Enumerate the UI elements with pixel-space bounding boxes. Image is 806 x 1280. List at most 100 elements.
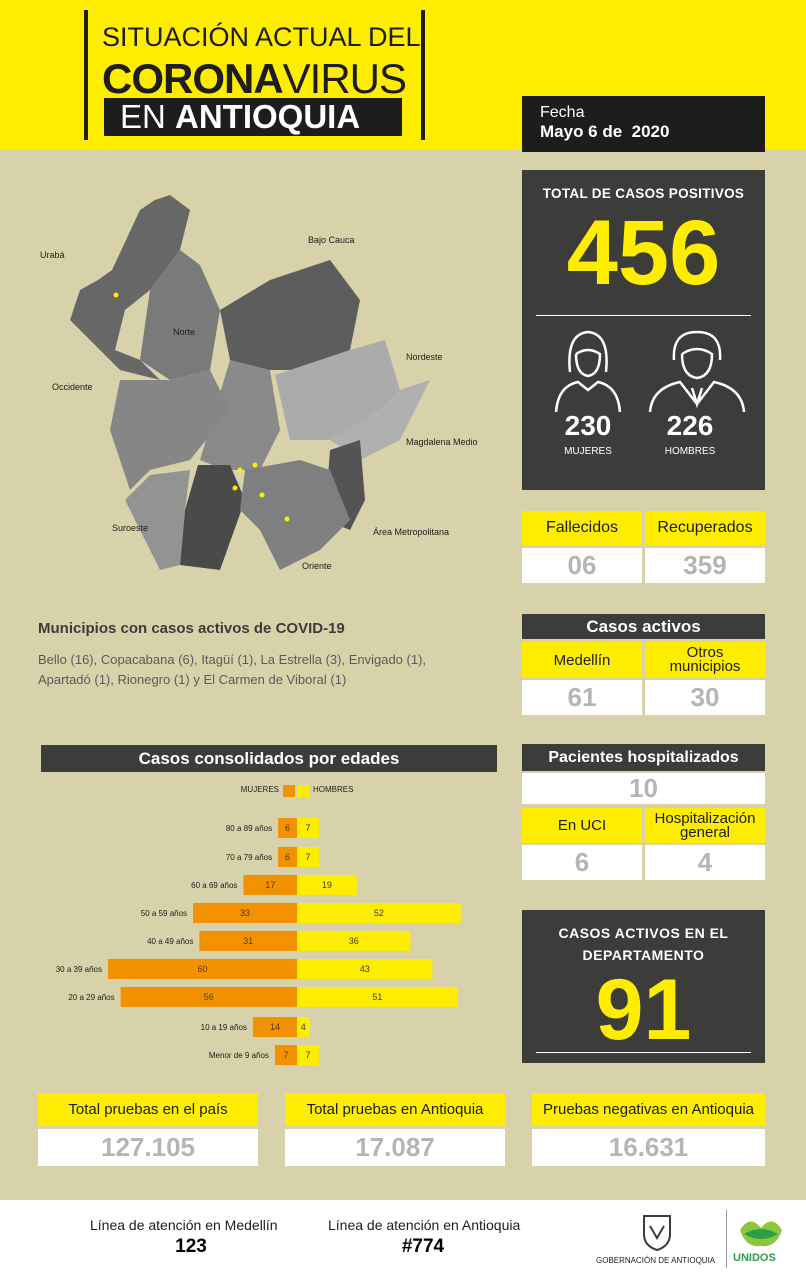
test-label: Total pruebas en Antioquia xyxy=(285,1093,505,1126)
date: Mayo 6 de 2020 xyxy=(540,122,670,141)
bar-women xyxy=(252,1017,297,1037)
value-label: 60 xyxy=(197,964,207,974)
region-label: Occidente xyxy=(52,382,93,392)
region xyxy=(140,250,220,380)
deaths-label: Fallecidos xyxy=(522,511,642,545)
recovered-value: 359 xyxy=(645,548,765,583)
total-label: TOTAL DE CASOS POSITIVOS xyxy=(542,186,745,201)
value-label: 19 xyxy=(322,880,332,890)
general-label: Hospitalización general xyxy=(645,808,765,843)
bar-women xyxy=(199,931,297,951)
date-box: Fecha Mayo 6 de 2020 xyxy=(522,96,765,152)
case-dot xyxy=(284,516,290,522)
icu-value: 6 xyxy=(522,845,642,880)
category-label: 80 a 89 años xyxy=(226,824,272,833)
test-value: 127.105 xyxy=(38,1129,258,1166)
hotline-label: Línea de atención en Antioquia xyxy=(328,1217,521,1233)
test-label: Total pruebas en el país xyxy=(38,1093,258,1126)
medellin-value: 61 xyxy=(522,680,642,715)
department-box: CASOS ACTIVOS EN EL DEPARTAMENTO 91 xyxy=(522,910,765,1063)
bar-men xyxy=(297,818,320,838)
women-label: MUJERES xyxy=(564,446,612,457)
bar-women xyxy=(193,903,297,923)
region-label: Oriente xyxy=(302,561,332,571)
general-value: 4 xyxy=(645,845,765,880)
logo-unidos xyxy=(740,1221,782,1247)
bar-women xyxy=(278,847,297,867)
gender-icons xyxy=(554,330,746,413)
region xyxy=(110,370,230,490)
value-label: 6 xyxy=(285,823,290,833)
hotline-label: Línea de atención en Medellín xyxy=(90,1217,278,1233)
bar-women xyxy=(243,875,297,895)
footer: Línea de atención en Medellín 123 Línea … xyxy=(0,1200,806,1280)
category-label: 40 a 49 años xyxy=(147,937,193,946)
value-label: 7 xyxy=(306,823,311,833)
region-label: Magdalena Medio xyxy=(406,437,478,447)
case-dot xyxy=(113,292,119,298)
legend-swatch xyxy=(283,785,295,797)
bar-women xyxy=(108,959,297,979)
value-label: 17 xyxy=(265,880,275,890)
bar-men xyxy=(297,931,411,951)
men-value: 226 xyxy=(666,410,714,441)
legend-label: MUJERES xyxy=(241,785,279,794)
separator xyxy=(726,1210,727,1268)
hospital-total: 10 xyxy=(522,773,765,804)
category-label: 50 a 59 años xyxy=(141,909,187,918)
region xyxy=(240,460,350,570)
men-label: HOMBRES xyxy=(664,446,716,457)
bar-men xyxy=(297,987,458,1007)
category-label: 70 a 79 años xyxy=(226,853,272,862)
municipalities-title: Municipios con casos activos de COVID-19 xyxy=(38,620,345,637)
value-label: 7 xyxy=(306,852,311,862)
category-label: 60 a 69 años xyxy=(191,881,237,890)
divider xyxy=(536,315,751,316)
bar-men xyxy=(297,959,433,979)
rule xyxy=(84,10,88,140)
age-chart: MUJERES HOMBRES 80 a 89 años 6 7 70 a 79 años… xyxy=(56,785,461,1065)
category-label: 30 a 39 años xyxy=(56,965,102,974)
value-label: 31 xyxy=(243,936,253,946)
bar-men xyxy=(297,875,357,895)
test-label: Pruebas negativas en Antioquia xyxy=(532,1093,765,1126)
value-label: 6 xyxy=(285,852,290,862)
value-label: 36 xyxy=(349,936,359,946)
test-value: 16.631 xyxy=(532,1129,765,1166)
title-light: EN xyxy=(120,98,166,135)
hotline: 123 xyxy=(175,1236,207,1257)
region xyxy=(220,260,360,370)
bar-women xyxy=(274,1045,297,1065)
bar-men xyxy=(297,1017,310,1037)
chart-title: Casos consolidados por edades xyxy=(41,745,497,772)
title-light: VIRUS xyxy=(282,55,407,102)
region-label: Norte xyxy=(173,327,195,337)
value-label: 14 xyxy=(270,1022,280,1032)
deaths-value: 06 xyxy=(522,548,642,583)
bar-men xyxy=(297,847,320,867)
total-value: 456 xyxy=(566,202,721,304)
municipalities-list: Bello (16), Copacabana (6), Itagüí (1), … xyxy=(38,650,426,690)
title-bold: CORONA xyxy=(102,55,284,102)
rule xyxy=(421,10,425,140)
title-line: CORONAVIRUS xyxy=(102,55,407,103)
case-dot xyxy=(232,485,238,491)
region xyxy=(180,465,245,570)
active-title: Casos activos xyxy=(522,614,765,639)
others-label: Otros municipios xyxy=(645,642,765,678)
region xyxy=(275,340,400,440)
case-dot xyxy=(259,492,265,498)
women-value: 230 xyxy=(564,410,612,441)
legend-label: HOMBRES xyxy=(313,785,353,794)
case-dot xyxy=(252,462,258,468)
region-label: Nordeste xyxy=(406,352,443,362)
value-label: 4 xyxy=(301,1022,306,1032)
municipalities-line: Bello (16), Copacabana (6), Itagüí (1), … xyxy=(38,652,427,667)
divider xyxy=(536,1052,751,1053)
logo-text: GOBERNACIÓN DE ANTIOQUIA xyxy=(596,1256,716,1265)
region xyxy=(330,380,430,460)
test-value: 17.087 xyxy=(285,1129,505,1166)
department-label: CASOS ACTIVOS EN EL DEPARTAMENTO xyxy=(558,925,729,963)
region xyxy=(125,470,190,570)
